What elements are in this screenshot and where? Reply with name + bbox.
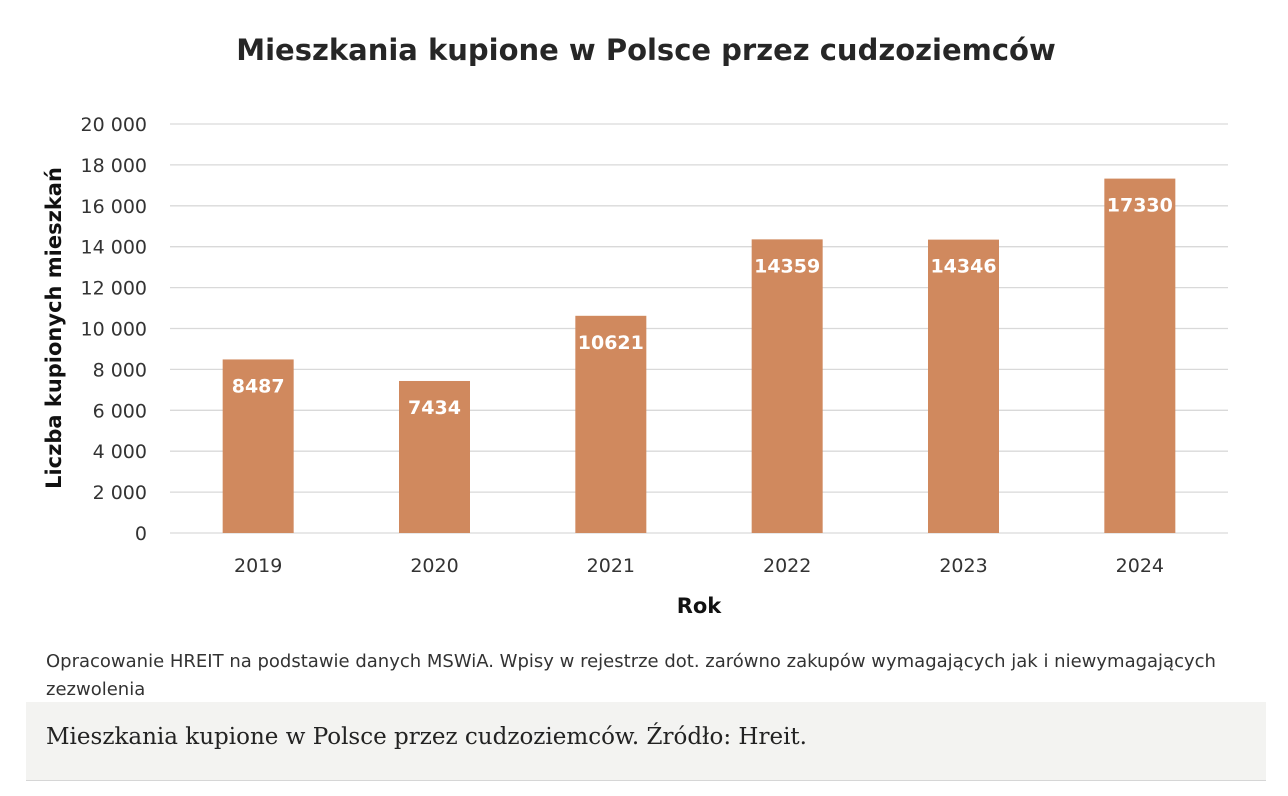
y-axis-title: Liczba kupionych mieszkań <box>42 167 66 489</box>
data-label-2020: 7434 <box>408 397 461 419</box>
y-tick-label: 8 000 <box>93 359 147 381</box>
chart-title: Mieszkania kupione w Polsce przez cudzoz… <box>236 33 1056 67</box>
bar-2022 <box>751 239 823 533</box>
x-tick-label-2023: 2023 <box>939 555 987 577</box>
data-label-2023: 14346 <box>930 256 996 278</box>
data-labels: 8487 7434 10621 14359 14346 17330 <box>232 195 1173 419</box>
x-tick-label-2019: 2019 <box>234 555 282 577</box>
y-tick-label: 12 000 <box>81 278 147 300</box>
bar-2021 <box>575 315 647 533</box>
y-tick-label: 10 000 <box>81 319 147 341</box>
data-label-2024: 17330 <box>1107 195 1173 217</box>
y-tick-label: 20 000 <box>81 114 147 136</box>
bar-2020 <box>399 380 470 533</box>
x-tick-label-2024: 2024 <box>1116 555 1164 577</box>
y-tick-label: 2 000 <box>93 482 147 504</box>
x-axis-title: Rok <box>677 594 723 618</box>
bars <box>222 178 1176 533</box>
bar-2019 <box>222 359 294 533</box>
y-tick-label: 6 000 <box>93 400 147 422</box>
figure-caption: Mieszkania kupione w Polsce przez cudzoz… <box>46 724 807 750</box>
y-tick-label: 14 000 <box>81 237 147 259</box>
data-label-2021: 10621 <box>578 332 644 354</box>
figure-caption-box: Mieszkania kupione w Polsce przez cudzoz… <box>26 702 1266 781</box>
y-tick-label: 16 000 <box>81 196 147 218</box>
data-label-2022: 14359 <box>754 255 820 277</box>
gridlines <box>170 123 1228 534</box>
x-axis-ticks: 2019 2020 2021 2022 2023 2024 <box>234 555 1164 577</box>
x-tick-label-2021: 2021 <box>587 555 635 577</box>
x-tick-label-2022: 2022 <box>763 555 811 577</box>
source-note: Opracowanie HREIT na podstawie danych MS… <box>46 651 1216 700</box>
bar-2024 <box>1104 178 1176 533</box>
bar-2023 <box>928 239 999 533</box>
y-axis-ticks: 0 2 000 4 000 6 000 8 000 10 000 12 000 14 000 1… <box>81 114 147 545</box>
y-tick-label: 4 000 <box>93 441 147 463</box>
x-tick-label-2020: 2020 <box>410 555 458 577</box>
y-tick-label: 0 <box>135 523 147 545</box>
y-tick-label: 18 000 <box>81 155 147 177</box>
data-label-2019: 8487 <box>232 375 285 397</box>
bar-chart: Mieszkania kupione w Polsce przez cudzoz… <box>42 33 1228 618</box>
